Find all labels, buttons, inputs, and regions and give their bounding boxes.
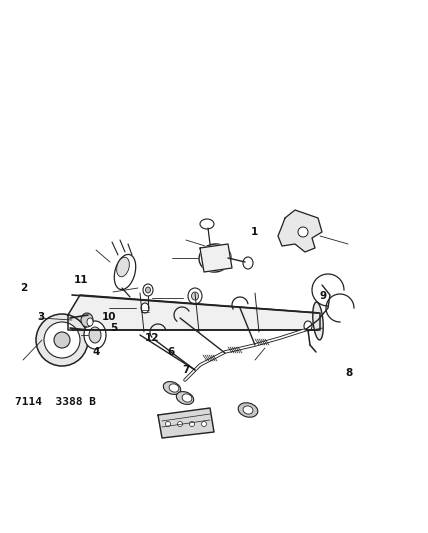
Text: 7: 7 bbox=[182, 366, 190, 375]
Ellipse shape bbox=[200, 219, 214, 229]
Polygon shape bbox=[68, 295, 320, 330]
Text: 5: 5 bbox=[110, 323, 117, 333]
Ellipse shape bbox=[202, 422, 206, 426]
Ellipse shape bbox=[178, 422, 182, 426]
Ellipse shape bbox=[238, 403, 258, 417]
Ellipse shape bbox=[36, 314, 88, 366]
Ellipse shape bbox=[313, 302, 323, 340]
Ellipse shape bbox=[182, 394, 192, 402]
Polygon shape bbox=[200, 244, 232, 272]
Ellipse shape bbox=[54, 332, 70, 348]
Ellipse shape bbox=[117, 257, 129, 277]
Ellipse shape bbox=[114, 254, 136, 289]
Ellipse shape bbox=[143, 284, 153, 296]
Ellipse shape bbox=[84, 321, 106, 349]
Ellipse shape bbox=[166, 422, 170, 426]
Ellipse shape bbox=[243, 406, 253, 414]
Text: 4: 4 bbox=[92, 347, 100, 357]
Ellipse shape bbox=[87, 318, 93, 326]
Ellipse shape bbox=[141, 303, 149, 313]
Ellipse shape bbox=[89, 327, 101, 343]
Ellipse shape bbox=[202, 245, 222, 261]
Text: 8: 8 bbox=[345, 368, 352, 378]
Text: 12: 12 bbox=[145, 334, 159, 343]
Ellipse shape bbox=[163, 382, 181, 394]
Ellipse shape bbox=[176, 392, 194, 405]
Ellipse shape bbox=[188, 288, 202, 304]
Ellipse shape bbox=[243, 257, 253, 269]
Text: 10: 10 bbox=[102, 312, 116, 322]
Ellipse shape bbox=[190, 422, 194, 426]
Ellipse shape bbox=[304, 321, 312, 331]
Ellipse shape bbox=[44, 322, 80, 358]
Ellipse shape bbox=[199, 244, 231, 272]
Text: 1: 1 bbox=[251, 227, 258, 237]
Ellipse shape bbox=[298, 227, 308, 237]
Text: 11: 11 bbox=[74, 275, 89, 285]
Ellipse shape bbox=[146, 287, 151, 293]
Text: 2: 2 bbox=[20, 283, 27, 293]
Text: 9: 9 bbox=[320, 291, 327, 301]
Polygon shape bbox=[278, 210, 322, 252]
Ellipse shape bbox=[191, 292, 199, 300]
Ellipse shape bbox=[169, 384, 179, 392]
Text: 6: 6 bbox=[168, 347, 175, 357]
Text: 7114  3388 B: 7114 3388 B bbox=[15, 398, 96, 407]
Ellipse shape bbox=[81, 313, 93, 327]
Text: 3: 3 bbox=[37, 312, 44, 322]
Polygon shape bbox=[158, 408, 214, 438]
